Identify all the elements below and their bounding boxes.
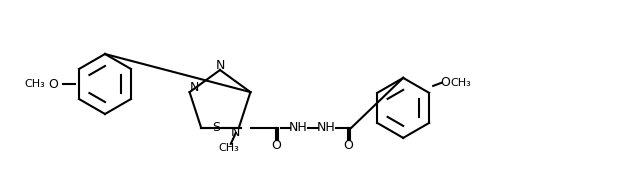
Text: NH: NH: [317, 121, 335, 134]
Text: O: O: [440, 76, 450, 89]
Text: CH₃: CH₃: [218, 143, 239, 153]
Text: S: S: [212, 121, 220, 134]
Text: N: N: [215, 58, 225, 72]
Text: CH₃: CH₃: [451, 78, 471, 88]
Text: N: N: [231, 126, 241, 139]
Text: NH: NH: [289, 121, 307, 134]
Text: O: O: [271, 139, 281, 152]
Text: N: N: [190, 81, 199, 94]
Text: O: O: [343, 139, 353, 152]
Text: O: O: [48, 78, 58, 90]
Text: CH₃: CH₃: [25, 79, 45, 89]
